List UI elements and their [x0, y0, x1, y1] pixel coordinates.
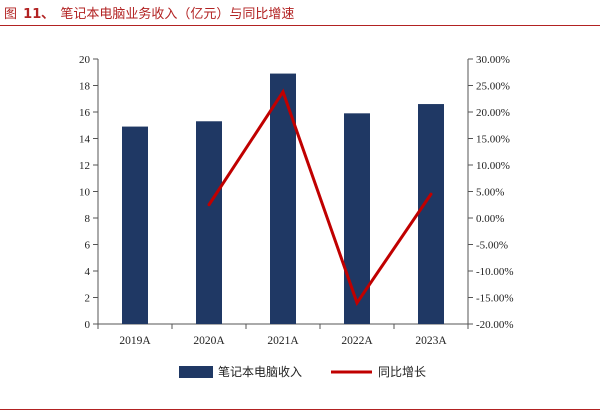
legend-swatch-bar: [179, 366, 213, 378]
left-tick-label: 20: [79, 54, 91, 66]
right-tick-label: -20.00%: [476, 319, 514, 331]
right-tick-label: 25.00%: [476, 81, 510, 93]
right-tick-label: 20.00%: [476, 107, 510, 119]
left-tick-label: 12: [79, 160, 90, 172]
left-tick-label: 6: [85, 240, 91, 252]
bottom-rule: [0, 409, 600, 410]
right-tick-label: 0.00%: [476, 213, 504, 225]
figure-title: 图 11、 笔记本电脑业务收入（亿元）与同比增速: [4, 3, 294, 22]
bar-2021A: [270, 73, 296, 324]
right-tick-label: 10.00%: [476, 160, 510, 172]
growth-point-2023A: [429, 192, 433, 196]
left-tick-label: 0: [85, 319, 91, 331]
right-tick-label: 5.00%: [476, 187, 504, 199]
left-tick-label: 16: [79, 107, 91, 119]
right-tick-label: 30.00%: [476, 54, 510, 66]
right-tick-label: 15.00%: [476, 134, 510, 146]
x-tick-label: 2022A: [341, 335, 373, 347]
legend-label-line: 同比增长: [378, 365, 426, 379]
bar-2019A: [122, 126, 148, 324]
growth-point-2022A: [355, 301, 359, 305]
bar-2023A: [418, 104, 444, 324]
figure-number: 11、: [23, 7, 55, 22]
x-tick-label: 2021A: [267, 335, 299, 347]
bar-2020A: [196, 121, 222, 325]
right-tick-label: -5.00%: [476, 240, 508, 252]
right-tick-label: -10.00%: [476, 266, 514, 278]
growth-point-2021A: [281, 90, 285, 94]
right-tick-label: -15.00%: [476, 293, 514, 305]
left-tick-label: 4: [85, 266, 91, 278]
left-tick-label: 10: [79, 187, 91, 199]
top-rule: [0, 25, 600, 26]
growth-point-2020A: [207, 203, 211, 207]
left-tick-label: 18: [79, 81, 91, 93]
left-tick-label: 8: [85, 213, 91, 225]
x-tick-label: 2019A: [119, 335, 151, 347]
left-tick-label: 2: [85, 293, 91, 305]
figure-label: 图: [4, 7, 18, 22]
growth-line: [207, 88, 433, 307]
x-tick-label: 2020A: [193, 335, 225, 347]
figure-caption: 笔记本电脑业务收入（亿元）与同比增速: [60, 7, 295, 22]
legend-label-bar: 笔记本电脑收入: [218, 364, 302, 379]
x-tick-label: 2023A: [415, 335, 447, 347]
left-tick-label: 14: [79, 134, 91, 146]
bar-2022A: [344, 113, 370, 324]
